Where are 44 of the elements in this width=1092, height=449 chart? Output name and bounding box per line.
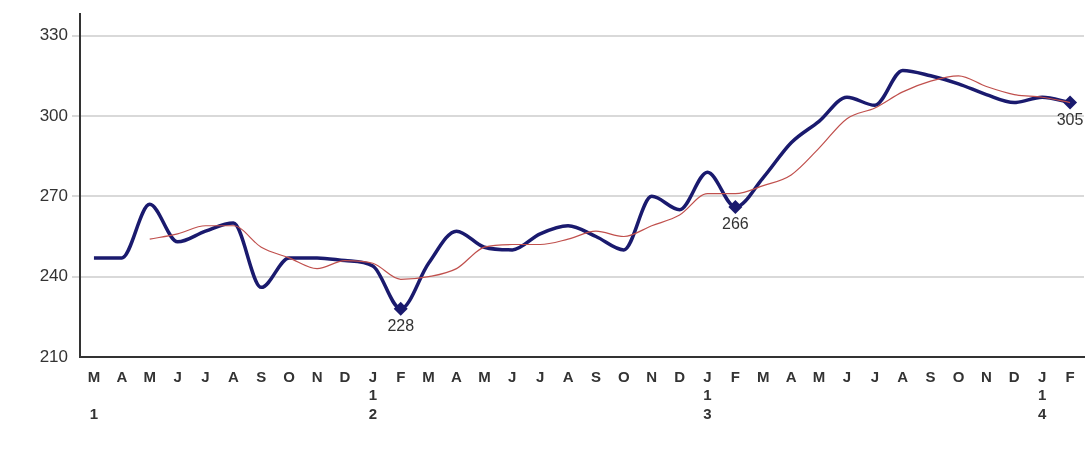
x-tick-label: S	[256, 367, 267, 385]
category-label: M 1	[87, 367, 101, 423]
x-tick-label: A	[116, 367, 128, 385]
y-tick-label: 330	[39, 25, 68, 45]
x-tick-label: D	[674, 367, 686, 385]
x-tick-label: J	[173, 367, 182, 385]
data-label: 266	[722, 215, 749, 233]
x-tick-label: A	[785, 367, 797, 385]
x-tick-label: O	[283, 367, 296, 385]
x-tick-label: M	[422, 367, 435, 385]
x-tick-label: S	[590, 367, 601, 385]
x-tick-label: S	[925, 367, 936, 385]
x-tick-label: A	[227, 367, 239, 385]
x-tick-label: M	[478, 367, 491, 385]
x-tick-label: J	[201, 367, 210, 385]
x-tick-label: M	[812, 367, 826, 385]
x-tick-label: A	[562, 367, 574, 385]
x-tick-label: O	[618, 367, 630, 385]
x-tick-label: N	[980, 367, 992, 385]
x-tick-label: F	[1065, 367, 1075, 385]
x-tick-label: M	[143, 367, 156, 385]
x-tick-label: J 1 3	[703, 367, 712, 423]
y-tick-label: 240	[39, 266, 68, 286]
x-tick-label: N	[646, 367, 658, 385]
x-tick-label: J	[842, 367, 852, 385]
x-tick-label: O	[952, 367, 965, 385]
x-tick-label: J	[870, 367, 880, 385]
data-label: 305	[1056, 110, 1084, 128]
data-label: 228	[387, 317, 415, 335]
x-tick-label: J	[535, 367, 545, 385]
y-tick-label: 270	[39, 186, 68, 205]
x-tick-label: N	[311, 367, 323, 385]
x-tick-label: A	[897, 367, 909, 385]
x-tick-label: J 1 4	[1037, 367, 1047, 423]
x-tick-label: D	[1008, 367, 1020, 385]
x-tick-label: F	[396, 367, 406, 385]
x-tick-label: J 1 2	[368, 367, 378, 423]
x-tick-label: D	[339, 367, 351, 385]
y-tick-label: 210	[39, 346, 68, 366]
x-tick-label: F	[730, 367, 740, 385]
x-tick-label: M	[757, 367, 770, 385]
y-tick-label: 300	[39, 105, 68, 125]
x-tick-label: J	[508, 367, 517, 385]
x-tick-label: A	[451, 367, 463, 385]
